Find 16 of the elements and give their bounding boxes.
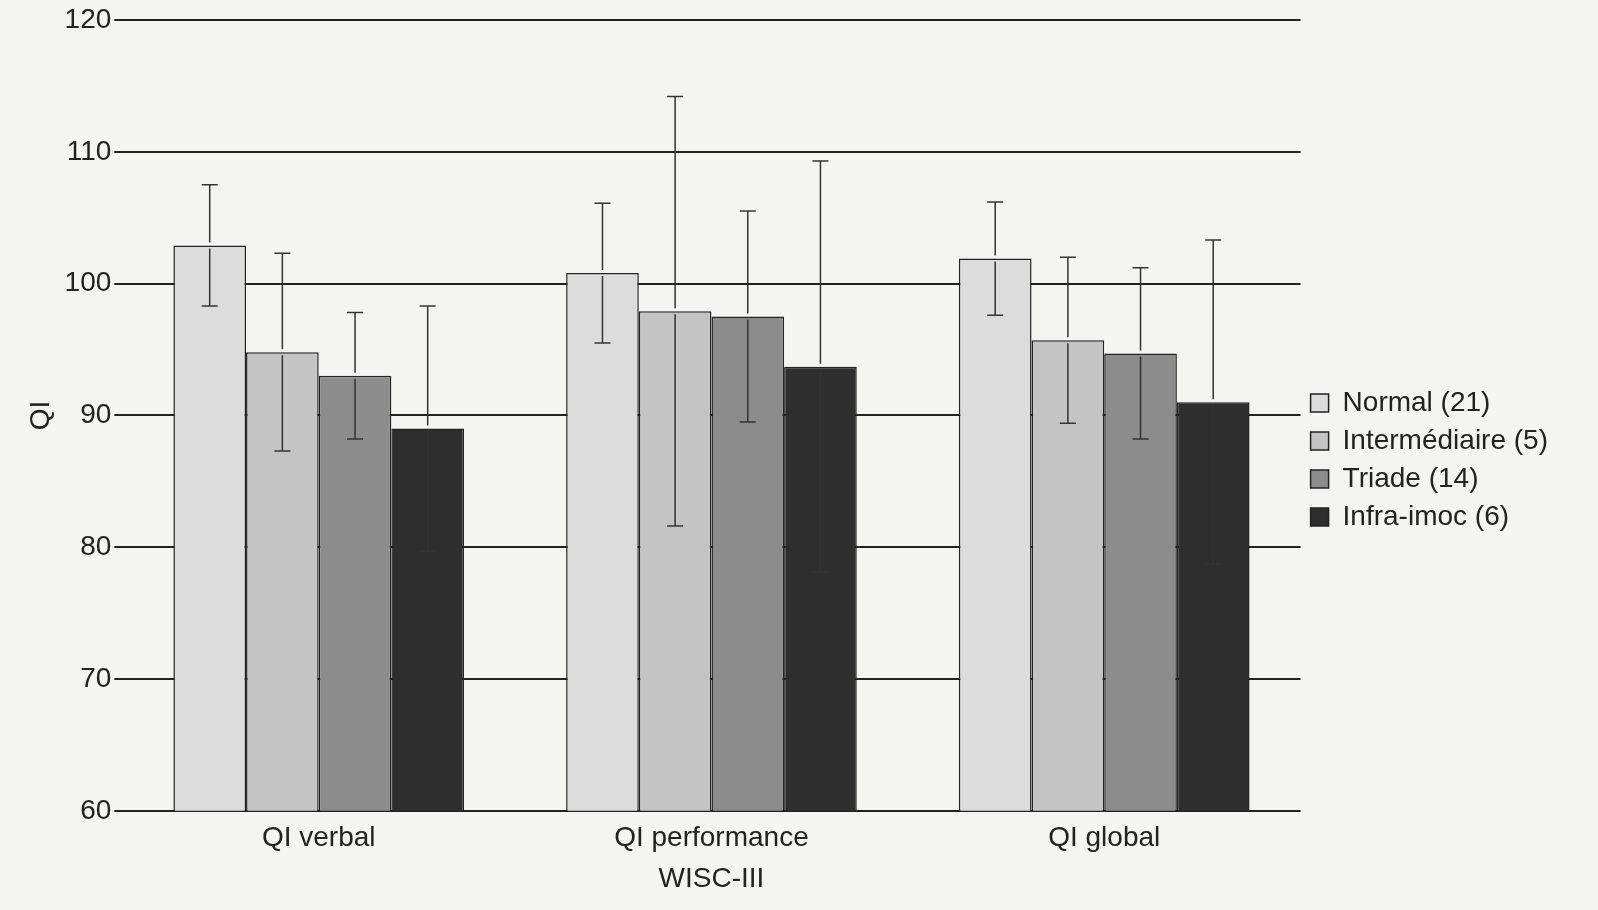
y-axis-title: QI xyxy=(23,400,55,431)
legend-label: Normal (21) xyxy=(1342,385,1491,417)
x-tick-label: QI performance xyxy=(614,821,809,853)
x-tick-label: QI global xyxy=(1048,821,1161,853)
y-tick-label: 60 xyxy=(80,793,112,825)
y-tick-label: 100 xyxy=(64,266,112,298)
x-axis-title: WISC-III xyxy=(658,861,765,893)
y-tick-label: 70 xyxy=(80,661,112,693)
legend-label: Infra-imoc (6) xyxy=(1342,499,1510,531)
y-tick-label: 110 xyxy=(66,134,112,166)
legend-label: Triade (14) xyxy=(1342,461,1479,493)
legend-label: Intermédiaire (5) xyxy=(1342,423,1548,455)
y-tick-label: 80 xyxy=(80,529,112,561)
y-tick-label: 90 xyxy=(80,398,112,430)
y-tick-label: 120 xyxy=(64,2,112,34)
x-tick-label: QI verbal xyxy=(261,821,376,853)
